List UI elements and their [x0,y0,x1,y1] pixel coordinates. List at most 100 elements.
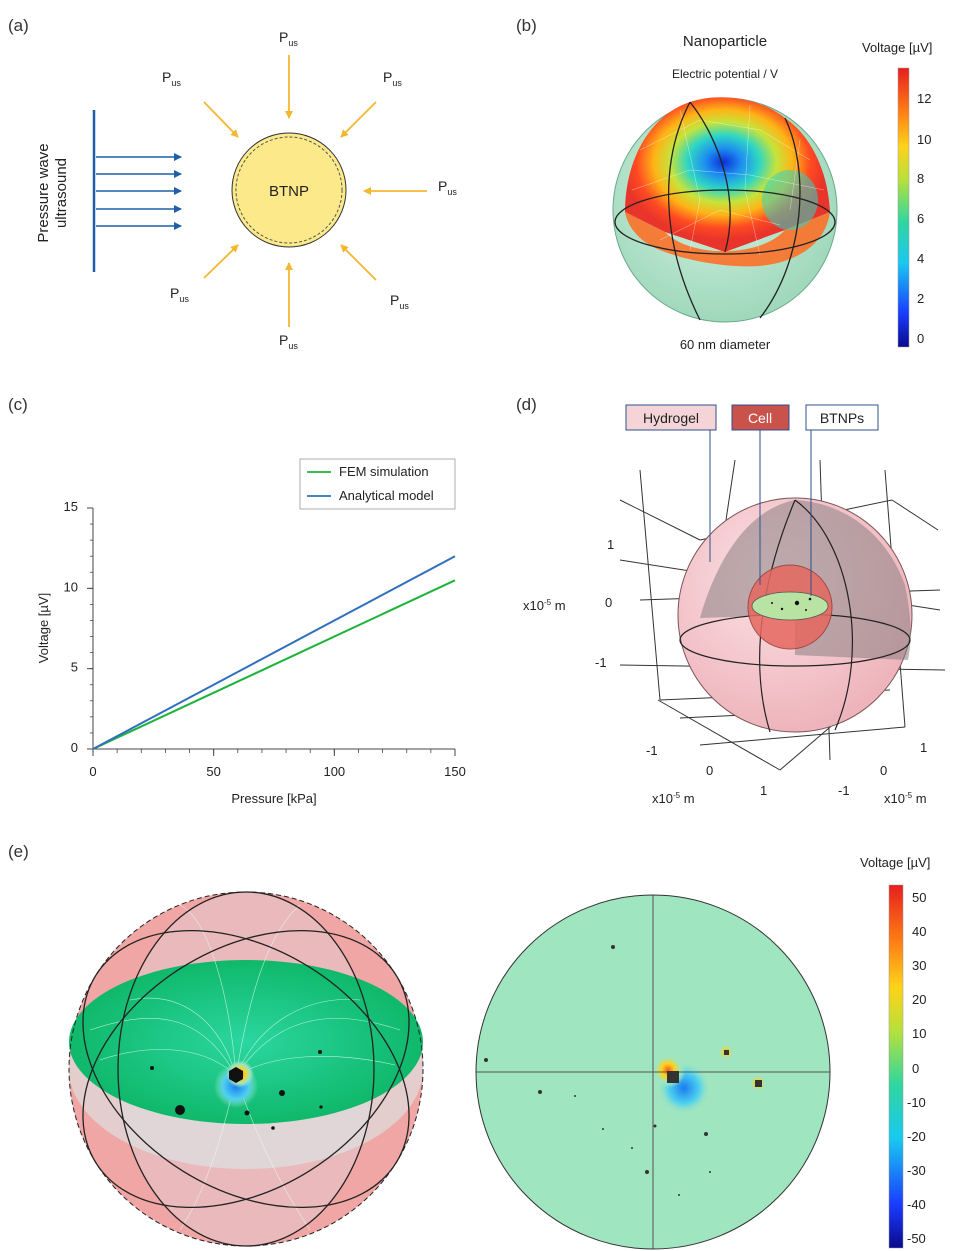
pus-label-right: P [438,178,447,194]
voltage-pressure-chart: 0 50 100 150 0 5 10 15 [64,499,466,779]
svg-text:0: 0 [605,595,612,610]
panel-d-label: (d) [516,395,537,414]
svg-text:Pus: Pus [279,332,298,351]
potential-slice-disk [475,894,831,1250]
cell-cut-plane [751,591,829,621]
panel-e: (e) [8,842,930,1250]
svg-text:10: 10 [912,1026,926,1041]
pus-label-top-left: P [162,69,171,85]
field-sphere [68,891,424,1247]
panel-b: (b) Nanoparticle Electric potential / V … [516,16,932,352]
svg-text:0: 0 [917,331,924,346]
panel-d-x-ticks: -1 0 1 [646,743,767,798]
panel-e-label: (e) [8,842,29,861]
svg-text:10: 10 [917,132,931,147]
sphere-cut-outlines [614,101,836,321]
callout-tag-hydrogel: Hydrogel [625,404,717,431]
svg-text:1: 1 [607,537,614,552]
svg-text:-10: -10 [907,1095,926,1110]
chart-ylabel: Voltage [µV] [36,593,51,663]
chart-legend: FEM simulation Analytical model [299,458,456,510]
svg-text:Pus: Pus [390,292,409,311]
colorbar-b-title: Voltage [µV] [862,40,932,55]
colorbar-e [888,884,904,1249]
pressure-arrows [203,55,427,327]
svg-text:0: 0 [880,763,887,778]
tag-btnps-text: BTNPs [820,410,864,426]
svg-text:30: 30 [912,958,926,973]
svg-text:-30: -30 [907,1163,926,1178]
x-tick-label: 150 [444,764,466,779]
panel-d-y-unit: x10-5 m [884,791,927,806]
colorbar-b [897,67,910,348]
y-tick-label: 5 [71,660,78,675]
svg-text:-1: -1 [646,743,658,758]
field-streamlines [89,904,401,1231]
svg-text:40: 40 [912,924,926,939]
mesh-lines [631,104,825,256]
svg-text:0: 0 [706,763,713,778]
tag-hydrogel-text: Hydrogel [643,410,699,426]
series-line-analytical-model [92,555,456,750]
field-particle-dots [150,1050,323,1130]
disk-particle-dots [484,945,762,1196]
ultrasound-arrows [96,153,182,230]
svg-text:1: 1 [920,740,927,755]
btnp-large-marker [229,1067,243,1083]
panel-b-label: (b) [516,16,537,35]
btnp-label: BTNP [269,183,309,200]
svg-text:6: 6 [917,211,924,226]
callout-tag-cell: Cell [731,404,790,431]
svg-text:Pus: Pus [279,29,298,48]
btnp-dashed-outline [235,136,343,244]
svg-text:Pus: Pus [170,285,189,304]
pus-label-bottom-left: P [170,285,179,301]
callout-tag-btnps: BTNPs [805,404,879,431]
colorbar-b-ticks: 12 10 8 6 4 2 0 [917,91,931,346]
svg-text:1: 1 [760,783,767,798]
panel-b-subtitle: Electric potential / V [672,67,778,81]
svg-text:-1: -1 [595,655,607,670]
panel-a-label: (a) [8,16,29,35]
panel-b-caption: 60 nm diameter [680,337,771,352]
panel-d-x-unit: x10-5 m [652,791,695,806]
svg-text:50: 50 [912,890,926,905]
y-tick-label: 0 [71,740,78,755]
x-tick-label: 50 [206,764,220,779]
x-tick-label: 100 [323,764,345,779]
panel-c-label: (c) [8,395,28,414]
colorbar-e-title: Voltage [µV] [860,855,930,870]
pus-label-top: P [279,29,288,45]
svg-text:-40: -40 [907,1197,926,1212]
svg-text:-50: -50 [907,1231,926,1246]
panel-d-y-ticks: 1 0 -1 [838,740,927,798]
wave-label-line1: Pressure wave [35,143,52,242]
legend-label-fem: FEM simulation [339,464,429,479]
callout-lines [709,430,812,596]
tag-cell-text: Cell [748,410,772,426]
colorbar-e-ticks: 50 40 30 20 10 0 -10 -20 -30 -40 -50 [907,890,926,1246]
svg-text:0: 0 [912,1061,919,1076]
hydrogel-meridian-1 [794,499,853,731]
legend-box [299,458,456,510]
svg-text:Pus: Pus [438,178,457,197]
svg-text:8: 8 [917,171,924,186]
panel-d-z-unit: x10-5 m [523,598,566,613]
wave-label-line2: ultrasound [53,158,70,228]
y-tick-label: 15 [64,499,78,514]
svg-text:12: 12 [917,91,931,106]
panel-d: (d) [516,395,946,806]
field-slice-plane [69,960,423,1124]
btnp-particle [231,132,347,248]
svg-text:4: 4 [917,251,924,266]
panel-d-z-ticks: 1 0 -1 [595,537,614,670]
field-sphere-dashed-outline [68,891,424,1247]
svg-text:20: 20 [912,992,926,1007]
svg-text:-1: -1 [838,783,850,798]
svg-text:2: 2 [917,291,924,306]
svg-text:-20: -20 [907,1129,926,1144]
panel-a: (a) Pressure wave ultrasound BTNP Pus [8,16,457,351]
pus-label-bottom: P [279,332,288,348]
x-tick-label: 0 [89,764,96,779]
